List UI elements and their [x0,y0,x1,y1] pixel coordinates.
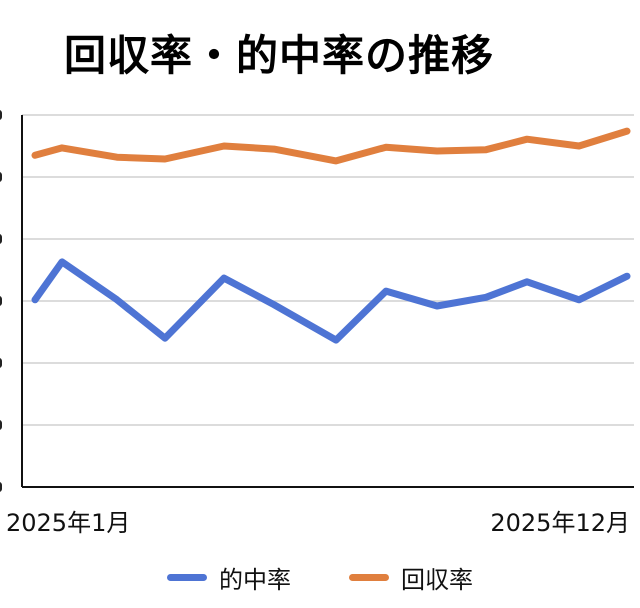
return-rate-line [31,127,631,165]
legend-item-hit-rate[interactable]: 的中率 [167,560,291,595]
chart-title: 回収率・的中率の推移 [64,31,495,80]
hit-rate-line [31,258,631,344]
legend-item-return-rate[interactable]: 回収率 [349,560,473,595]
y-tick-label-clipped [0,482,2,492]
legend-label: 回収率 [401,566,473,594]
legend-line-icon [349,574,389,581]
y-tick-label-clipped [0,296,2,306]
y-tick-label-clipped [0,234,2,244]
x-axis-label-end: 2025年12月 [490,509,630,537]
legend: 的中率 回収率 [0,560,640,595]
y-tick-label-clipped [0,110,2,120]
x-axis-label-start: 2025年1月 [6,509,131,537]
legend-label: 的中率 [219,566,291,594]
legend-line-icon [167,574,207,581]
y-tick-label-clipped [0,172,2,182]
y-tick-label-clipped [0,358,2,368]
y-tick-label-clipped [0,420,2,430]
